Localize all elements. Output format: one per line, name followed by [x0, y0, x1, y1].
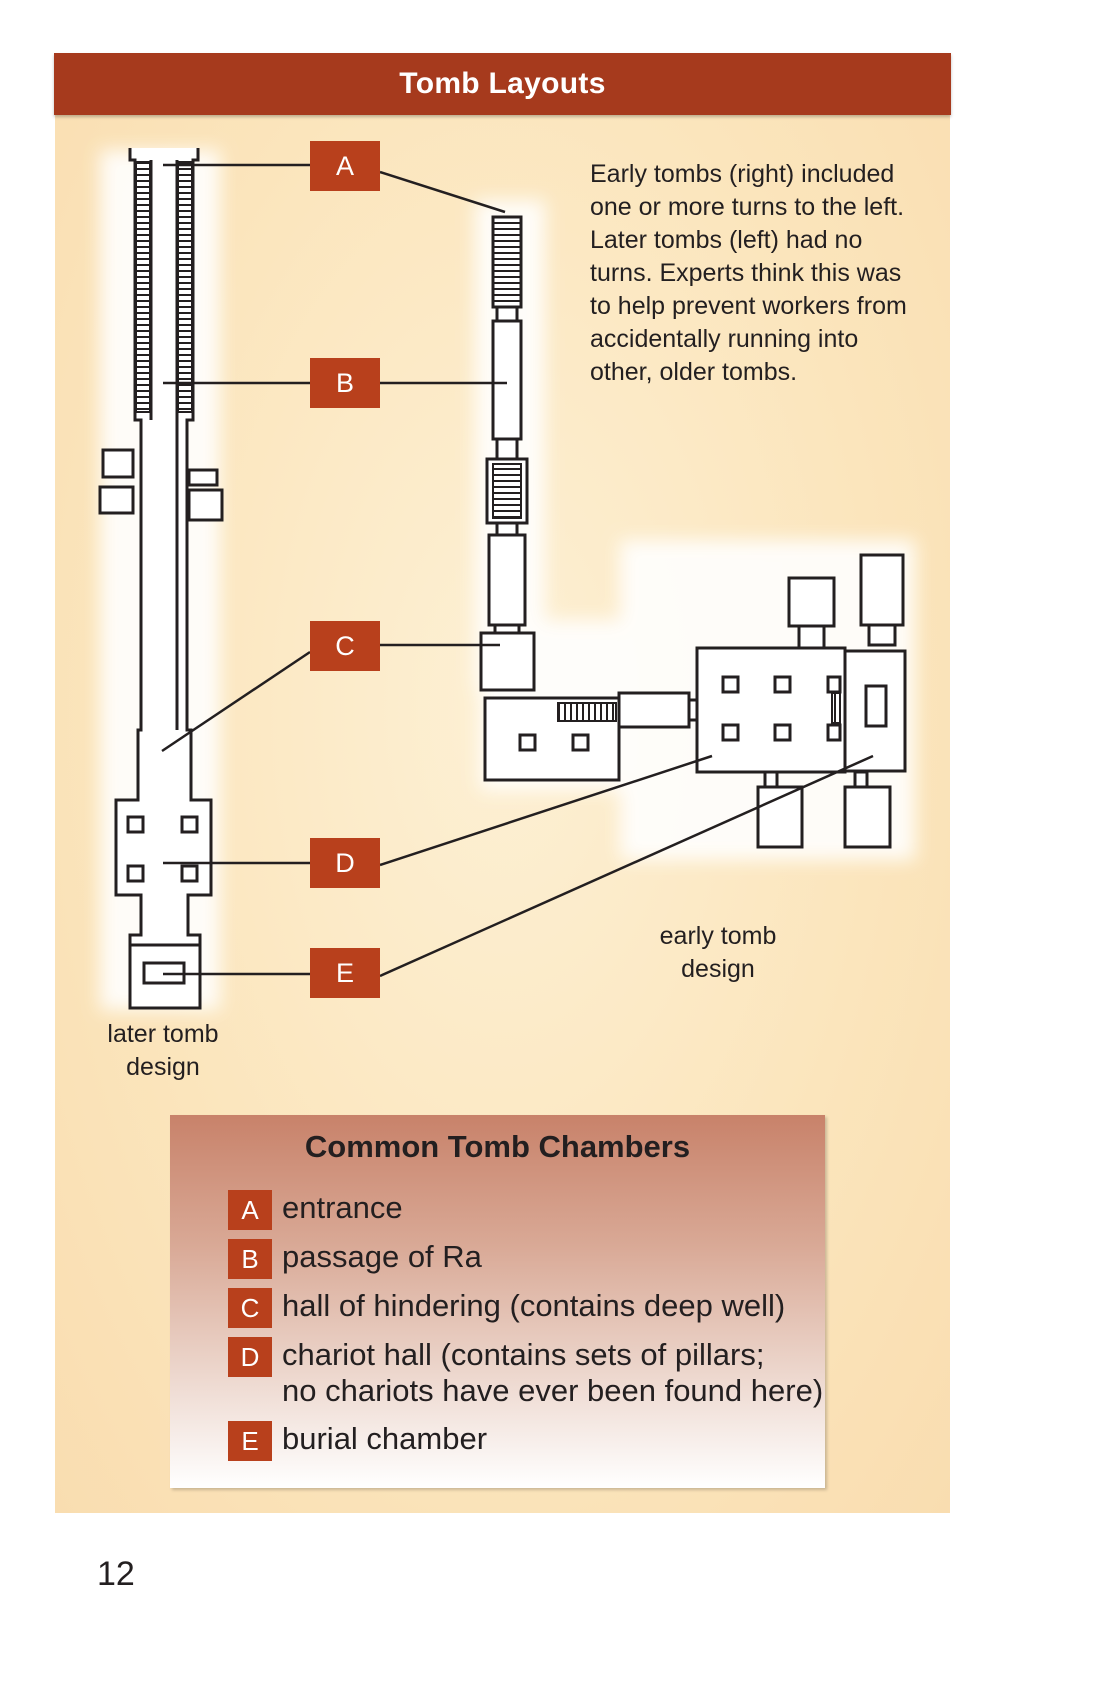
later-tomb-caption-line1: later tomb [107, 1020, 219, 1048]
legend-text-d-block: chariot hall (contains sets of pillars; … [272, 1337, 823, 1409]
legend-item-b: B passage of Ra [228, 1239, 482, 1279]
later-tomb-plan [98, 148, 224, 1010]
callout-c: C [310, 621, 380, 671]
legend-key-c: C [228, 1288, 272, 1328]
legend-title: Common Tomb Chambers [304, 1129, 691, 1164]
legend-text-a: entrance [282, 1190, 403, 1225]
legend-text-e: burial chamber [282, 1421, 488, 1456]
later-tomb-caption-line2: design [126, 1053, 200, 1081]
legend-item-e: E burial chamber [228, 1421, 487, 1461]
legend-key-a: A [228, 1190, 272, 1230]
callout-a: A [310, 141, 380, 191]
early-tomb-caption: early tomb design [648, 920, 788, 986]
callout-d: D [310, 838, 380, 888]
explanation-note: Early tombs (right) included one or more… [590, 160, 907, 386]
callout-b: B [310, 358, 380, 408]
chamber-legend: Common Tomb Chambers A entrance B passag… [170, 1115, 825, 1488]
legend-key-e: E [228, 1421, 272, 1461]
early-tomb-plan [479, 215, 907, 849]
legend-key-b: B [228, 1239, 272, 1279]
legend-key-d: D [228, 1337, 272, 1377]
page-number: 12 [97, 1555, 135, 1593]
legend-item-c: C hall of hindering (contains deep well) [228, 1288, 785, 1328]
legend-text-d-line2: no chariots have ever been found here) [282, 1373, 824, 1408]
legend-item-a: A entrance [228, 1190, 403, 1230]
legend-text-b: passage of Ra [282, 1239, 482, 1274]
callout-e: E [310, 948, 380, 998]
legend-item-d: D chariot hall (contains sets of pillars… [228, 1337, 823, 1409]
legend-text-d: chariot hall (contains sets of pillars; [282, 1337, 765, 1372]
early-tomb-caption-line2: design [681, 955, 755, 983]
legend-text-c: hall of hindering (contains deep well) [282, 1288, 786, 1323]
callout-leader-lines [161, 163, 874, 978]
later-tomb-caption: later tomb design [93, 1018, 233, 1084]
header-bar: Tomb Layouts [54, 53, 951, 115]
page-title: Tomb Layouts [399, 67, 606, 100]
early-tomb-caption-line1: early tomb [659, 922, 777, 950]
